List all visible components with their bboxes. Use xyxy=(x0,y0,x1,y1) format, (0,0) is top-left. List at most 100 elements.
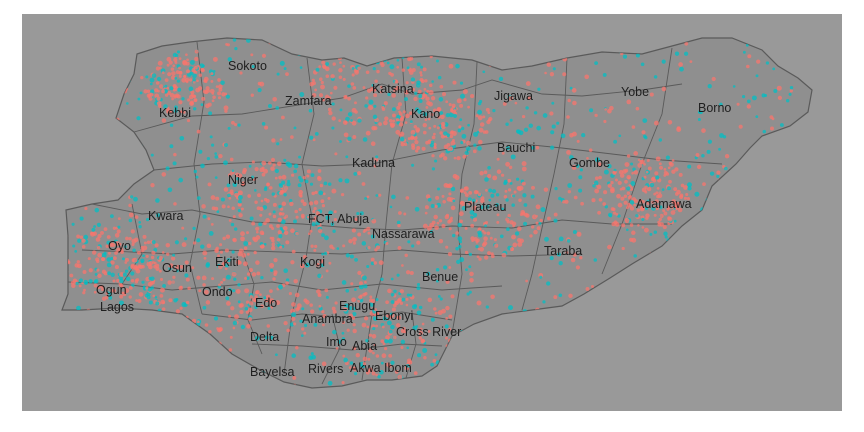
state-label-rivers: Rivers xyxy=(308,362,343,376)
observation-point xyxy=(512,194,516,198)
observation-point xyxy=(268,224,273,229)
observation-point xyxy=(221,204,226,209)
observation-point xyxy=(112,256,117,261)
observation-point xyxy=(468,191,473,195)
observation-point xyxy=(433,307,437,311)
observation-point xyxy=(344,303,349,309)
observation-point xyxy=(622,54,628,59)
observation-point xyxy=(477,146,482,151)
observation-point xyxy=(388,353,393,358)
observation-point xyxy=(134,215,139,219)
observation-point xyxy=(240,324,246,330)
observation-point xyxy=(150,153,154,157)
observation-point xyxy=(440,114,445,120)
observation-point xyxy=(567,98,571,103)
state-label-benue: Benue xyxy=(422,270,458,284)
observation-point xyxy=(389,312,393,316)
observation-point xyxy=(75,281,79,285)
observation-point xyxy=(276,224,280,228)
observation-point xyxy=(366,226,371,231)
observation-point xyxy=(278,234,283,239)
observation-point xyxy=(436,221,440,225)
observation-point xyxy=(453,156,457,160)
observation-point xyxy=(500,173,505,177)
observation-point xyxy=(154,243,159,248)
observation-point xyxy=(424,205,429,210)
observation-point xyxy=(155,301,160,306)
observation-point xyxy=(81,244,86,249)
observation-point xyxy=(619,173,625,178)
observation-point xyxy=(697,117,701,122)
observation-point xyxy=(325,295,329,299)
observation-point xyxy=(430,113,434,117)
observation-point xyxy=(631,237,637,243)
observation-point xyxy=(621,246,625,251)
observation-point xyxy=(441,194,445,198)
observation-point xyxy=(318,93,324,98)
observation-point xyxy=(167,91,171,95)
observation-point xyxy=(654,171,659,176)
observation-point xyxy=(746,104,751,109)
observation-point xyxy=(145,217,150,222)
observation-point xyxy=(416,62,421,67)
observation-point xyxy=(448,103,452,107)
observation-point xyxy=(694,191,700,197)
observation-point xyxy=(314,244,318,249)
observation-point xyxy=(128,286,133,290)
observation-point xyxy=(138,292,144,297)
observation-point xyxy=(396,315,401,320)
observation-point xyxy=(312,81,316,86)
observation-point xyxy=(478,257,482,261)
observation-point xyxy=(494,243,499,248)
observation-point xyxy=(686,197,691,201)
observation-point xyxy=(505,122,509,126)
observation-point xyxy=(293,322,297,326)
observation-point xyxy=(88,268,93,273)
observation-point xyxy=(76,260,80,264)
observation-point xyxy=(349,361,354,365)
observation-point xyxy=(110,242,116,248)
observation-point xyxy=(372,326,376,331)
observation-point xyxy=(655,156,661,162)
observation-point xyxy=(339,61,342,64)
observation-point xyxy=(103,251,107,255)
observation-point xyxy=(369,295,373,299)
observation-point xyxy=(332,329,337,335)
observation-point xyxy=(275,353,278,357)
observation-point xyxy=(653,230,658,234)
observation-point xyxy=(575,265,580,270)
observation-point xyxy=(436,279,439,283)
observation-point xyxy=(530,194,535,199)
observation-point xyxy=(614,222,620,227)
observation-point xyxy=(496,169,502,174)
observation-point xyxy=(196,79,199,83)
observation-point xyxy=(138,264,143,269)
observation-point xyxy=(321,323,325,327)
observation-point xyxy=(348,306,353,311)
observation-point xyxy=(633,151,639,156)
observation-point xyxy=(602,72,607,77)
observation-point xyxy=(487,174,492,179)
observation-point xyxy=(82,269,87,275)
observation-point xyxy=(598,197,603,202)
observation-point xyxy=(533,111,538,115)
observation-point xyxy=(611,221,616,227)
observation-point xyxy=(174,61,178,64)
observation-point xyxy=(112,279,116,283)
state-label-imo: Imo xyxy=(326,335,347,349)
observation-point xyxy=(224,92,228,96)
observation-point xyxy=(468,201,472,206)
observation-point xyxy=(396,58,400,62)
observation-point xyxy=(658,217,662,221)
observation-point xyxy=(328,110,333,116)
observation-point xyxy=(271,138,276,143)
observation-point xyxy=(398,133,402,137)
observation-point xyxy=(291,173,295,177)
observation-point xyxy=(293,278,298,284)
observation-point xyxy=(687,164,692,169)
observation-point xyxy=(350,82,355,86)
observation-point xyxy=(228,348,233,352)
observation-point xyxy=(192,107,197,111)
observation-point xyxy=(431,220,436,225)
observation-point xyxy=(531,145,536,150)
